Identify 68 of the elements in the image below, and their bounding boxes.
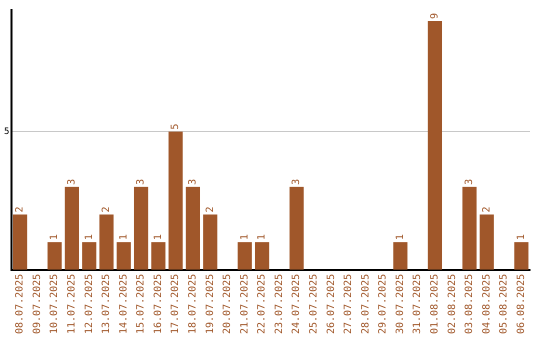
x-tick-label: 25.07.2025 (308, 274, 320, 334)
bar (290, 186, 304, 270)
x-tick-label: 02.08.2025 (446, 274, 458, 334)
bar (203, 214, 218, 270)
bar (428, 21, 442, 270)
bar (99, 214, 114, 270)
bar (462, 186, 477, 270)
x-tick-label: 20.07.2025 (222, 274, 234, 334)
data-label: 3 (66, 178, 78, 185)
data-label: 3 (188, 178, 199, 185)
x-tick-label: 22.07.2025 (256, 274, 268, 334)
x-tick-label: 26.07.2025 (326, 274, 337, 334)
bar (254, 242, 270, 270)
data-label: 3 (136, 178, 147, 185)
data-label: 9 (430, 13, 441, 20)
data-label: 3 (291, 178, 302, 185)
bar (168, 132, 183, 270)
data-label: 1 (256, 234, 268, 240)
x-tick-label: 28.07.2025 (360, 274, 372, 334)
bar (238, 242, 252, 270)
data-label: 1 (516, 234, 527, 240)
x-tick-label: 18.07.2025 (188, 274, 199, 334)
x-tick-label: 31.07.2025 (412, 274, 424, 334)
x-tick-label: 17.07.2025 (170, 274, 182, 334)
data-label: 1 (239, 234, 250, 240)
x-tick-label: 04.08.2025 (481, 274, 492, 334)
x-tick-label: 23.07.2025 (274, 274, 285, 334)
data-label: 1 (84, 234, 95, 240)
x-tick-label: 13.07.2025 (101, 274, 112, 334)
x-tick-label: 08.07.2025 (14, 274, 26, 334)
bar (480, 214, 494, 270)
data-label: 1 (49, 234, 60, 240)
x-tick-label: 14.07.2025 (118, 274, 130, 334)
data-label: 2 (204, 206, 216, 213)
bar (82, 242, 96, 270)
data-label: 2 (101, 206, 112, 213)
x-tick-label: 05.08.2025 (498, 274, 510, 334)
data-label: 2 (14, 206, 26, 213)
x-tick-label: 06.08.2025 (516, 274, 527, 334)
bar (134, 186, 148, 270)
x-tick-label: 27.07.2025 (343, 274, 354, 334)
data-label: 5 (170, 124, 182, 130)
x-tick-label: 11.07.2025 (66, 274, 78, 334)
x-tick-label: 03.08.2025 (464, 274, 476, 334)
data-label: 3 (464, 178, 476, 185)
data-label: 1 (152, 234, 164, 240)
bar (393, 242, 408, 270)
bar (514, 242, 528, 270)
bar (48, 242, 62, 270)
bar (116, 242, 131, 270)
x-tick-label: 01.08.2025 (430, 274, 441, 334)
x-tick-label: 30.07.2025 (394, 274, 406, 334)
bar (186, 186, 200, 270)
x-tick-label: 19.07.2025 (204, 274, 216, 334)
x-tick-label: 21.07.2025 (239, 274, 250, 334)
x-tick-label: 12.07.2025 (84, 274, 95, 334)
bar (12, 214, 28, 270)
data-label: 1 (394, 234, 406, 240)
x-tick-label: 24.07.2025 (291, 274, 302, 334)
data-label: 1 (118, 234, 130, 240)
data-label: 2 (481, 206, 492, 213)
bar (151, 242, 166, 270)
x-tick-label: 10.07.2025 (49, 274, 60, 334)
x-tick-label: 16.07.2025 (152, 274, 164, 334)
x-tick-label: 29.07.2025 (378, 274, 389, 334)
bar (64, 186, 80, 270)
x-tick-label: 15.07.2025 (136, 274, 147, 334)
x-tick-label: 09.07.2025 (32, 274, 43, 334)
